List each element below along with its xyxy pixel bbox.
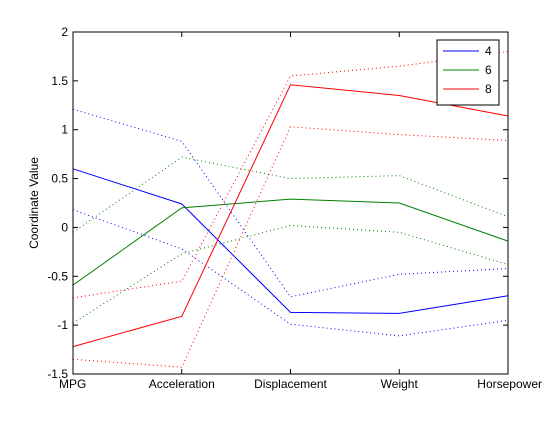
series-8-upper-band	[72, 51, 509, 299]
y-tick-label: 1.5	[51, 74, 68, 88]
y-tick-label: -1	[57, 318, 68, 332]
series-8	[72, 51, 509, 368]
y-tick-label: -0.5	[47, 269, 68, 283]
y-tick-label: 1	[61, 123, 68, 137]
series-4-line	[72, 168, 509, 314]
series-6-upper-band	[72, 156, 509, 233]
y-axis: -1.5 -1 -0.5 0 0.5 1 1.5 2	[47, 25, 508, 381]
x-axis: MPG Acceleration Displacement Weight Horsepo…	[59, 32, 542, 391]
y-axis-label: Coordinate Value	[27, 157, 41, 249]
y-tick-label: 0.5	[51, 172, 68, 186]
x-tick-label: Horsepower	[477, 377, 542, 391]
legend-label-6: 6	[485, 63, 492, 77]
x-tick-label: MPG	[59, 377, 86, 391]
series-8-line	[72, 84, 509, 348]
series-6	[72, 156, 509, 324]
x-tick-label: Displacement	[254, 377, 327, 391]
series-8-lower-band	[72, 126, 509, 368]
legend-label-4: 4	[485, 44, 492, 58]
y-tick-label: 0	[61, 220, 68, 234]
series-layer	[72, 51, 509, 368]
series-6-line	[72, 198, 509, 286]
x-tick-label: Weight	[381, 377, 419, 391]
series-4	[72, 108, 509, 337]
legend: 4 6 8	[436, 39, 500, 106]
y-tick-label: 2	[61, 25, 68, 39]
legend-label-8: 8	[485, 82, 492, 96]
series-6-lower-band	[72, 224, 509, 324]
x-tick-label: Acceleration	[149, 377, 215, 391]
y-tick-label: -1.5	[47, 367, 68, 381]
plot-area	[73, 32, 508, 374]
